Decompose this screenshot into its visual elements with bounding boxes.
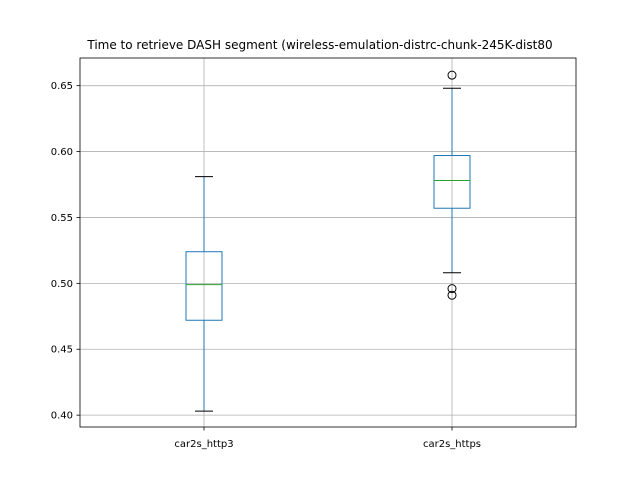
box-group-car2s_https xyxy=(433,70,471,300)
iqr-box xyxy=(185,251,223,321)
outlier-point xyxy=(447,70,457,80)
y-tick-label: 0.45 xyxy=(51,345,73,356)
axes: 0.40 0.45 0.50 0.55 0.60 0.65 car2s_http3 car2s… xyxy=(51,57,577,450)
y-tick-label: 0.60 xyxy=(51,147,73,158)
outlier-point xyxy=(447,290,457,300)
y-tick-label: 0.50 xyxy=(51,279,73,290)
iqr-box xyxy=(433,155,471,209)
y-tick-label: 0.55 xyxy=(51,213,73,224)
x-tick-label: car2s_http3 xyxy=(174,439,233,450)
plot-frame xyxy=(79,57,577,428)
x-tick-label: car2s_https xyxy=(423,439,481,450)
box-group-car2s_http3 xyxy=(185,176,223,412)
chart-title: Time to retrieve DASH segment (wireless-… xyxy=(86,38,552,52)
y-tick-label: 0.65 xyxy=(51,81,73,92)
y-tick-label: 0.40 xyxy=(51,411,73,422)
grid-lines xyxy=(80,58,576,427)
boxes xyxy=(185,70,471,412)
outlier-point xyxy=(447,284,457,294)
